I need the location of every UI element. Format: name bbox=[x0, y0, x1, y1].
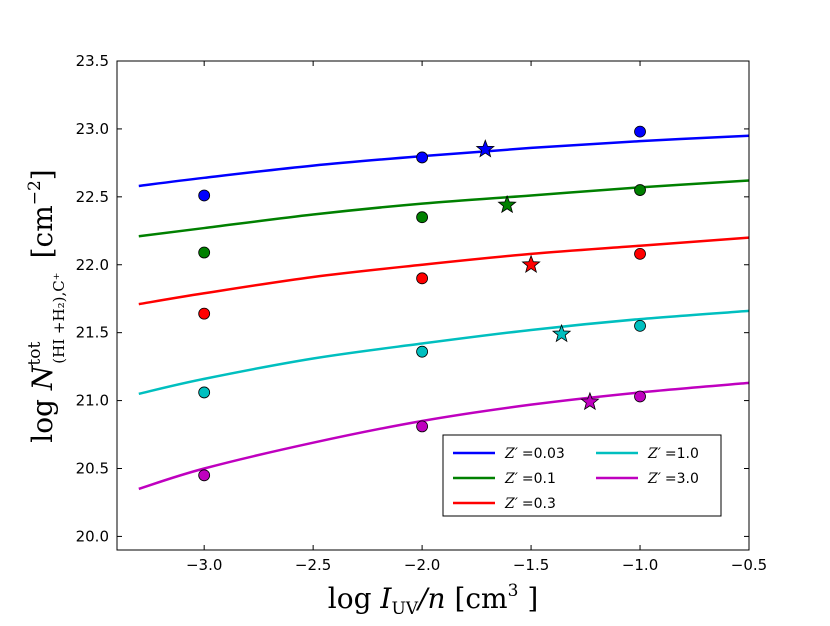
data-point-star bbox=[551, 323, 572, 343]
legend-value: =0.3 bbox=[522, 496, 556, 512]
y-tick-label: 23.0 bbox=[76, 120, 109, 138]
y-axis-label-unit-sup: −2 bbox=[25, 180, 45, 205]
y-tick-label: 22.5 bbox=[76, 188, 109, 206]
series-1 bbox=[138, 179, 750, 259]
series-line bbox=[138, 236, 750, 306]
data-point-circle bbox=[416, 211, 429, 224]
legend-value: =0.1 bbox=[522, 471, 556, 487]
legend-var: Z′ bbox=[647, 471, 662, 487]
y-tick-label: 21.5 bbox=[76, 324, 109, 342]
x-tick-label: −1.5 bbox=[513, 556, 549, 574]
data-point-star bbox=[580, 391, 600, 411]
data-point-circle bbox=[634, 390, 646, 403]
y-axis-label-prefix: log bbox=[26, 390, 59, 443]
data-point-star bbox=[497, 194, 517, 214]
x-tick-label: −2.0 bbox=[404, 556, 440, 574]
x-axis-label-close: ] bbox=[518, 582, 538, 615]
legend-entry: Z′ =0.03 bbox=[453, 446, 565, 462]
x-tick-label: −3.0 bbox=[186, 556, 222, 574]
data-point-star bbox=[521, 254, 541, 273]
legend: Z′ =0.03Z′ =0.1Z′ =0.3Z′ =1.0Z′ =3.0 bbox=[442, 434, 722, 517]
y-axis-label-unit: [cm bbox=[26, 205, 59, 258]
legend-var: Z′ bbox=[504, 446, 519, 462]
svg-text:log IUV/n [cm3 ]: log IUV/n [cm3 ] bbox=[328, 581, 539, 619]
plot-frame bbox=[116, 60, 750, 551]
x-axis-label-sub: UV bbox=[391, 599, 418, 619]
data-point-circle bbox=[634, 319, 646, 332]
legend-label: Z′ =3.0 bbox=[647, 471, 699, 487]
x-axis-label-sup: 3 bbox=[508, 581, 519, 601]
legend-value: =0.03 bbox=[522, 446, 565, 462]
data-point-star bbox=[475, 139, 495, 158]
data-point-circle bbox=[198, 189, 211, 202]
y-axis-label-sup: tot bbox=[25, 342, 45, 366]
y-tick-label: 23.5 bbox=[76, 52, 109, 70]
data-point-circle bbox=[416, 420, 429, 433]
data-point-circle bbox=[634, 247, 646, 260]
y-axis-label-var: N bbox=[26, 364, 59, 391]
plot-area: −3.0 −2.5 −2.0 −1.5 −1.0 −0.5 20.0 20.5 21.0 21.5… bbox=[76, 52, 768, 574]
ticks-group: −3.0 −2.5 −2.0 −1.5 −1.0 −0.5 20.0 20.5 21.0 21.5… bbox=[76, 52, 768, 574]
legend-entry: Z′ =0.1 bbox=[453, 471, 556, 487]
legend-entry: Z′ =3.0 bbox=[596, 471, 699, 487]
series-line bbox=[138, 309, 750, 396]
x-tick-label: −1.0 bbox=[622, 556, 658, 574]
x-tick-label: −0.5 bbox=[731, 556, 767, 574]
data-point-circle bbox=[198, 307, 211, 320]
series-3 bbox=[138, 309, 750, 399]
legend-label: Z′ =0.03 bbox=[504, 446, 565, 462]
x-axis-label-var: I bbox=[379, 582, 392, 615]
x-axis-label-mid: /n bbox=[415, 582, 454, 615]
y-axis-label: log Ntot (HI +H₂),C⁺ [cm−2] bbox=[25, 169, 68, 443]
legend-var: Z′ bbox=[504, 471, 519, 487]
data-point-circle bbox=[634, 184, 646, 196]
y-tick-label: 22.0 bbox=[76, 256, 109, 274]
x-axis-label-prefix: log bbox=[328, 582, 381, 615]
legend-label: Z′ =1.0 bbox=[647, 446, 699, 462]
legend-value: =1.0 bbox=[665, 446, 699, 462]
data-point-circle bbox=[198, 246, 211, 259]
data-point-circle bbox=[198, 469, 211, 482]
data-point-circle bbox=[416, 272, 429, 285]
series-0 bbox=[138, 125, 750, 202]
y-tick-label: 20.0 bbox=[76, 527, 109, 545]
legend-var: Z′ bbox=[647, 446, 662, 462]
y-tick-label: 21.0 bbox=[76, 392, 109, 410]
legend-var: Z′ bbox=[504, 496, 519, 512]
series-group bbox=[138, 125, 750, 491]
y-tick-label: 20.5 bbox=[76, 460, 109, 478]
data-point-circle bbox=[416, 345, 429, 358]
svg-text:log Ntot(HI +H₂),C⁺[cm−2]: log Ntot (HI +H₂),C⁺ [cm−2] bbox=[25, 169, 68, 443]
legend-entry: Z′ =0.3 bbox=[453, 496, 556, 512]
legend-entry: Z′ =1.0 bbox=[596, 446, 699, 462]
data-point-circle bbox=[634, 125, 646, 138]
data-point-circle bbox=[198, 386, 211, 399]
data-point-circle bbox=[416, 151, 429, 164]
y-axis-label-sub: (HI +H₂),C⁺ bbox=[50, 272, 68, 363]
series-4 bbox=[138, 381, 750, 491]
x-tick-label: −2.5 bbox=[295, 556, 331, 574]
series-2 bbox=[138, 236, 750, 320]
x-axis-label-unit: [cm bbox=[454, 582, 507, 615]
x-axis-label: log IUV/n [cm3 ] bbox=[328, 581, 539, 619]
legend-value: =3.0 bbox=[665, 471, 699, 487]
legend-label: Z′ =0.3 bbox=[504, 496, 556, 512]
y-axis-label-close: ] bbox=[26, 169, 59, 180]
legend-label: Z′ =0.1 bbox=[504, 471, 556, 487]
